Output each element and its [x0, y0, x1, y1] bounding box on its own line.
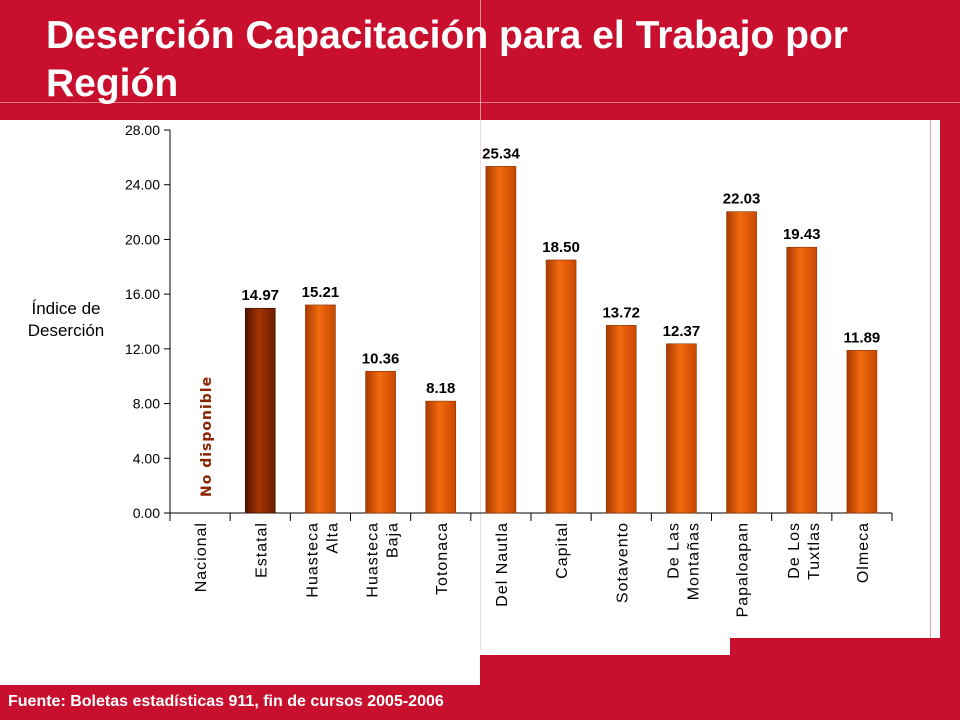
bar-chart: 0.00 4.00 8.00 12.00 16.00 20.00 24.00 28.00 Índ…: [28, 122, 893, 617]
source-note: Fuente: Boletas estadísticas 911, fin de…: [8, 693, 444, 710]
y-tick-label: 28.00: [125, 122, 160, 138]
bar: [666, 343, 697, 514]
category-label: Nacional: [193, 522, 210, 592]
bar: [485, 166, 517, 514]
data-label: 12.37: [663, 323, 701, 340]
right-divider-line: [930, 120, 931, 650]
bar: [305, 304, 336, 514]
category-label: Sotavento: [614, 522, 631, 603]
data-label: 13.72: [602, 304, 640, 321]
category-label: Estatal: [253, 522, 270, 578]
background-divider: [480, 120, 481, 650]
bar: [365, 370, 396, 514]
category-label: Papaloapan: [735, 522, 752, 617]
y-tick-label: 20.00: [125, 231, 160, 247]
data-label: 14.97: [241, 287, 279, 304]
category-label: Alta: [324, 522, 341, 554]
data-label: 11.89: [844, 329, 881, 346]
y-tick-label: 12.00: [125, 341, 160, 357]
y-tick-label: 8.00: [133, 396, 160, 412]
banner-divider-vertical: [480, 0, 481, 120]
category-label: Capital: [554, 522, 571, 579]
data-label: 18.50: [542, 239, 580, 256]
y-axis-title: Índice de Deserción: [28, 299, 105, 340]
data-label: 8.18: [426, 380, 455, 397]
y-tick-label: 4.00: [133, 450, 160, 466]
data-label: 25.34: [482, 145, 520, 162]
bar: [425, 400, 457, 514]
category-label: Huasteca: [304, 522, 321, 598]
y-tick-label: 16.00: [125, 286, 160, 302]
category-label: Baja: [385, 522, 402, 558]
data-label: 15.21: [302, 284, 340, 301]
bar: [605, 325, 637, 514]
banner-divider-horizontal: [0, 102, 960, 103]
y-tick-label: 0.00: [133, 505, 160, 521]
category-label: Olmeca: [855, 522, 872, 583]
bottom-accent-band: [480, 655, 940, 685]
page-title: Deserción Capacitación para el Trabajo p…: [46, 14, 848, 105]
category-label: Del Nautla: [494, 522, 511, 607]
category-label: Huasteca: [365, 522, 382, 598]
category-label: Tuxtlas: [806, 522, 823, 580]
footer-bar: Fuente: Boletas estadísticas 911, fin de…: [0, 685, 960, 720]
category-label: Montañas: [685, 522, 702, 600]
bar: [786, 246, 818, 514]
right-accent-band: [940, 120, 960, 720]
bottom-accent-notch: [730, 638, 940, 658]
category-label: De Los: [786, 522, 803, 579]
data-label: 19.43: [783, 226, 821, 243]
title-banner: Deserción Capacitación para el Trabajo p…: [0, 0, 960, 120]
no-data-annotation: No disponible: [199, 376, 215, 497]
data-label: 22.03: [723, 191, 761, 208]
data-label: 10.36: [362, 350, 400, 367]
category-label: Totonaca: [434, 522, 451, 595]
bar: [545, 259, 577, 514]
category-label: De Las: [665, 522, 682, 579]
bar: [726, 211, 757, 514]
y-tick-label: 24.00: [125, 177, 160, 193]
bar: [846, 350, 878, 514]
bar: [244, 307, 276, 514]
